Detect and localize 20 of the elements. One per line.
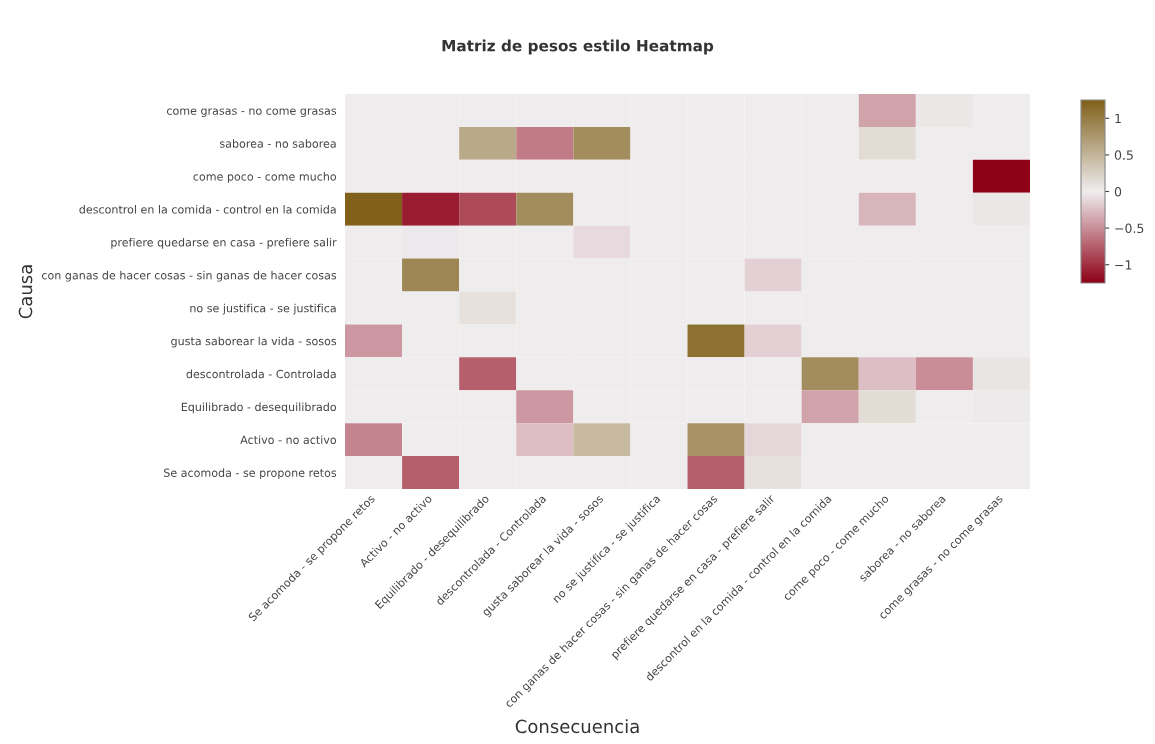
y-tick-label: Se acomoda - se propone retos bbox=[164, 468, 337, 480]
color-bar-label: −0.5 bbox=[1115, 223, 1144, 234]
y-tick-label: Activo - no activo bbox=[240, 435, 337, 444]
x-axis-title: Consecuencia bbox=[515, 719, 639, 734]
y-tick-label: descontrolada - Controlada bbox=[186, 369, 336, 379]
y-tick-label: come poco - come mucho bbox=[193, 172, 337, 183]
color-bar-label: 0 bbox=[1114, 186, 1122, 197]
y-tick-label: no se justifica - se justifica bbox=[190, 303, 336, 315]
y-tick-label: saborea - no saborea bbox=[220, 139, 336, 148]
chart-title: Matriz de pesos estilo Heatmap bbox=[442, 39, 714, 55]
color-bar-label: −1 bbox=[1115, 260, 1132, 270]
y-tick-label: con ganas de hacer cosas - sin ganas de hacer cosas bbox=[41, 270, 337, 282]
y-axis-title: Causa bbox=[18, 265, 33, 319]
y-tick-label: prefiere quedarse en casa - prefiere salir bbox=[111, 237, 337, 249]
color-bar-label: 1 bbox=[1115, 113, 1121, 124]
y-tick-label: descontrol en la comida - control en la comida bbox=[79, 204, 336, 214]
y-tick-label: Equilibrado - desequilibrado bbox=[181, 402, 337, 414]
y-tick-label: come grasas - no come grasas bbox=[167, 108, 337, 117]
color-bar-label: 0.5 bbox=[1114, 150, 1133, 160]
y-tick-label: gusta saborear la vida - sosos bbox=[171, 336, 337, 348]
